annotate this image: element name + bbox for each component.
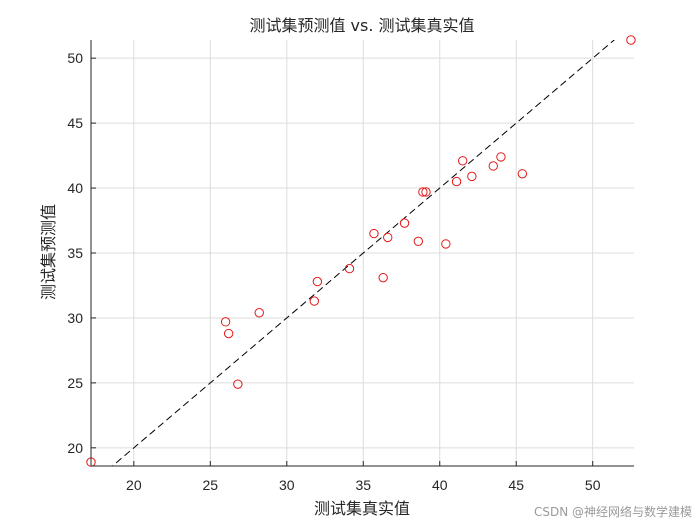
data-point <box>378 272 388 283</box>
data-point <box>220 317 231 327</box>
reference-line-layer <box>111 40 615 466</box>
x-axis-title: 测试集真实值 <box>314 499 410 518</box>
x-tick-labels: 20 25 30 35 40 45 50 <box>126 477 601 493</box>
data-point <box>517 169 528 179</box>
y-tick-label: 20 <box>67 440 83 456</box>
x-tick-label: 40 <box>432 477 448 493</box>
data-point <box>399 218 410 228</box>
data-point <box>223 328 234 339</box>
data-point <box>344 263 355 274</box>
data-points <box>86 35 636 467</box>
data-point <box>496 152 506 162</box>
grid-lines <box>91 40 634 466</box>
x-tick-label: 20 <box>126 477 142 493</box>
y-tick-label: 45 <box>67 115 83 131</box>
chart-title: 测试集预测值 vs. 测试集真实值 <box>249 16 474 35</box>
data-point <box>467 171 477 182</box>
data-point <box>488 161 498 171</box>
x-tick-label: 30 <box>279 477 295 493</box>
y-axis-title: 测试集预测值 <box>39 204 58 300</box>
y-tick-label: 35 <box>67 245 83 261</box>
y-tick-label: 25 <box>67 375 83 391</box>
data-point <box>233 379 243 389</box>
data-point <box>369 228 379 239</box>
y-tick-labels: 20 25 30 35 40 45 50 <box>67 50 83 456</box>
data-point <box>312 276 323 287</box>
data-point <box>421 187 431 197</box>
y-tick-label: 30 <box>67 310 83 326</box>
y-tick-label: 40 <box>67 180 83 196</box>
data-point <box>383 232 393 243</box>
data-point <box>309 296 320 306</box>
data-point <box>254 308 264 318</box>
data-point <box>441 239 451 249</box>
watermark: CSDN @神经网络与数学建模 <box>533 505 692 519</box>
x-tick-label: 50 <box>585 477 601 493</box>
reference-line <box>111 40 615 466</box>
data-point <box>451 176 462 187</box>
axes-frame <box>90 40 634 467</box>
data-point <box>418 187 428 197</box>
data-point <box>413 236 424 247</box>
data-point <box>457 156 468 166</box>
data-point <box>626 35 636 45</box>
x-tick-label: 45 <box>508 477 524 493</box>
x-tick-label: 35 <box>355 477 371 493</box>
x-tick-label: 25 <box>203 477 219 493</box>
y-tick-label: 50 <box>67 50 83 66</box>
